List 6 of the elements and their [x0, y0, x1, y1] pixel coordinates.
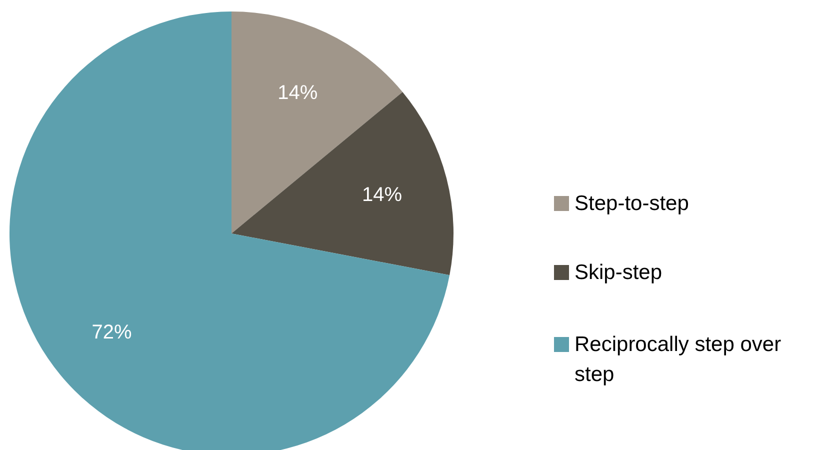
- data-label: 14%: [278, 82, 318, 104]
- legend-label: Step-to-step: [574, 192, 689, 215]
- data-label: 72%: [92, 322, 132, 344]
- legend-label: Reciprocally step over step: [574, 333, 782, 386]
- data-label: 14%: [362, 184, 402, 206]
- legend-label: Skip-step: [574, 261, 662, 284]
